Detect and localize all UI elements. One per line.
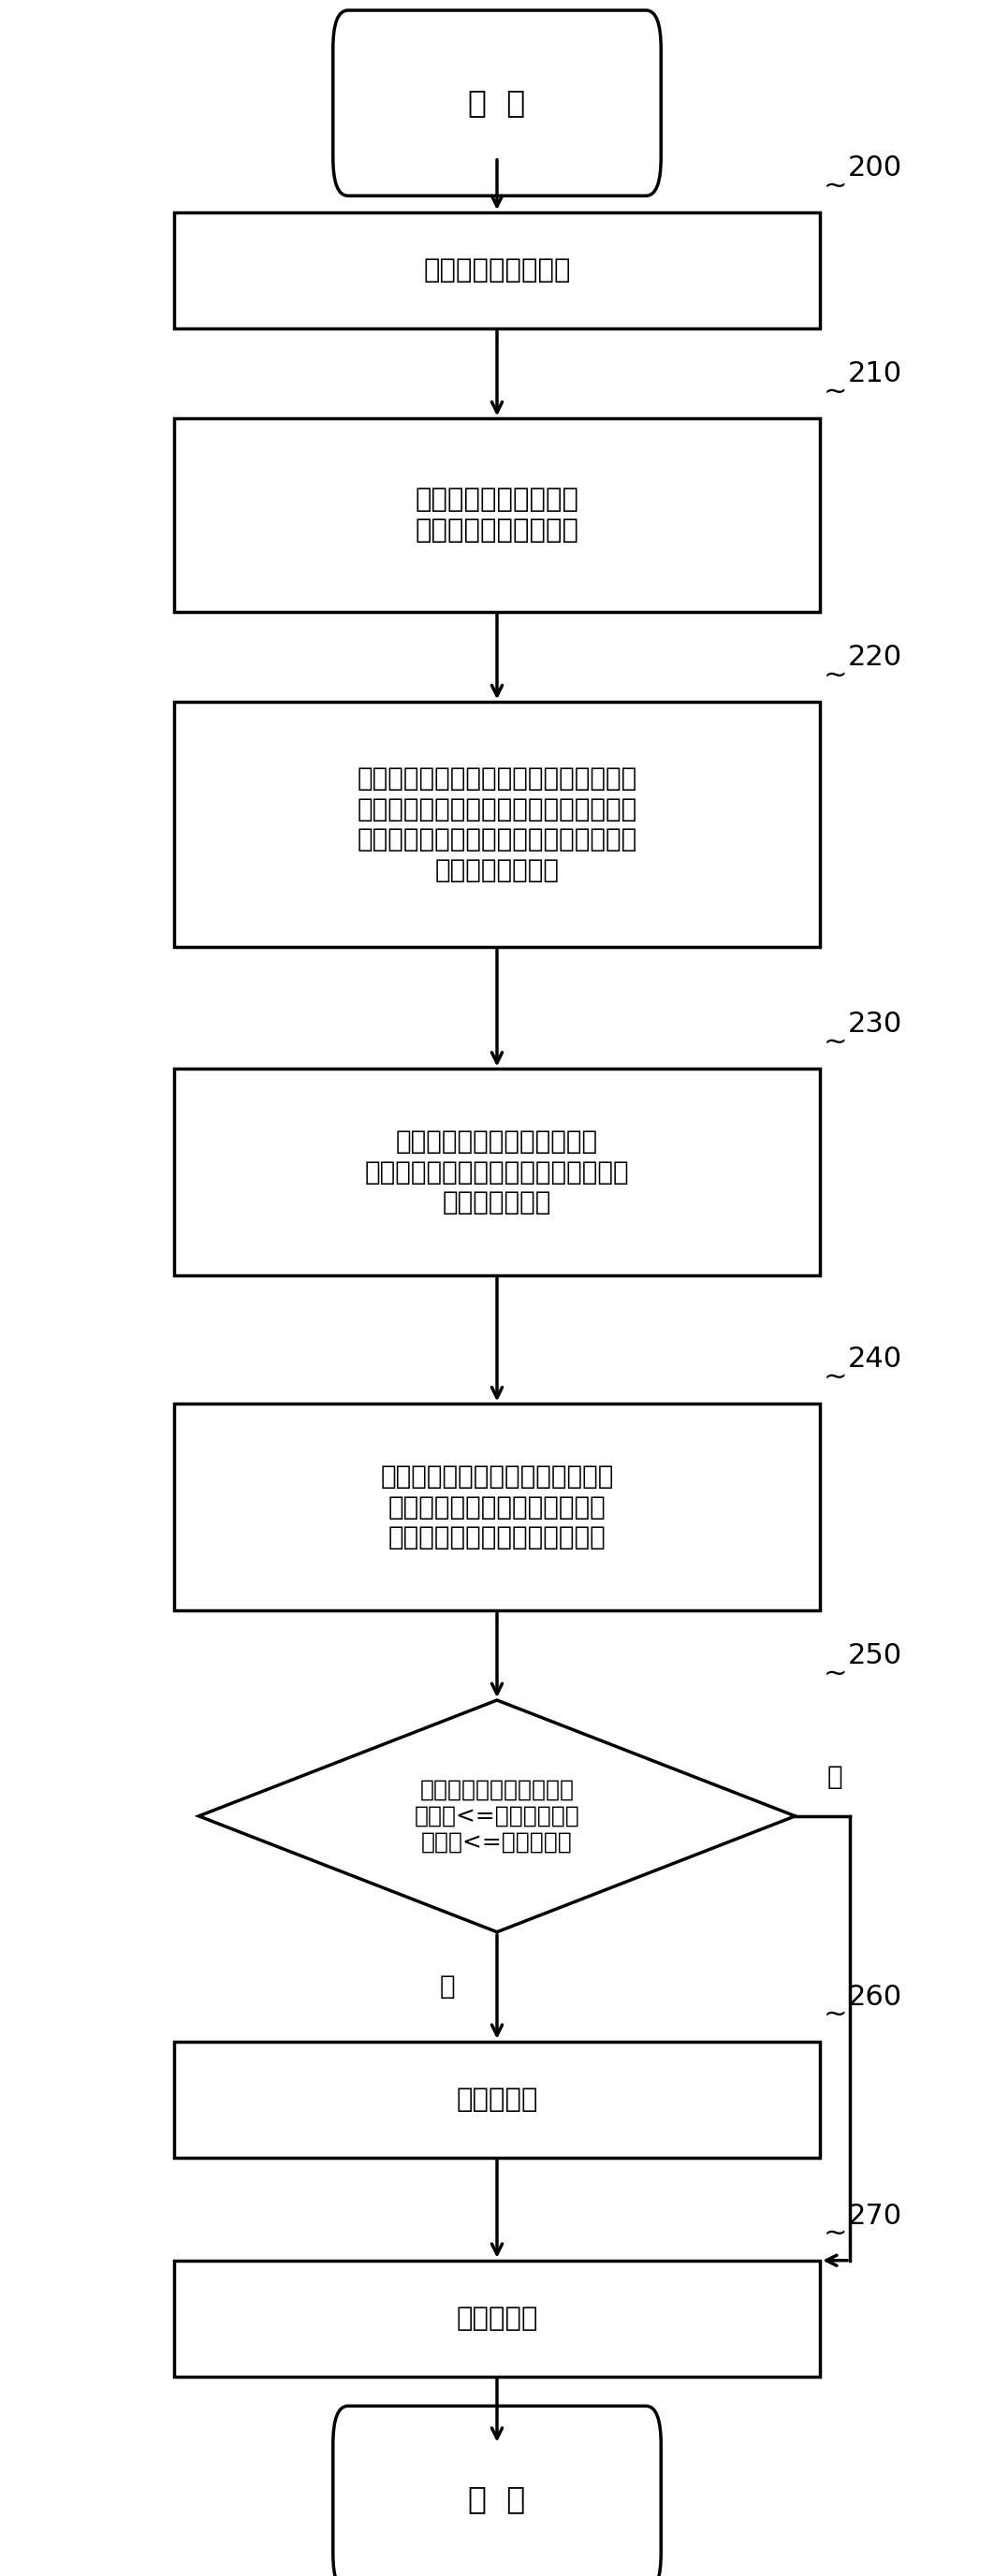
Text: 240: 240: [848, 1345, 902, 1373]
FancyBboxPatch shape: [174, 417, 820, 611]
Text: 210: 210: [848, 361, 902, 386]
FancyBboxPatch shape: [174, 701, 820, 945]
Text: 260: 260: [848, 1984, 902, 2009]
Text: 收校准正常: 收校准正常: [456, 2087, 538, 2112]
Text: 结  束: 结 束: [468, 2483, 526, 2514]
Text: ~: ~: [823, 173, 847, 201]
FancyBboxPatch shape: [174, 2262, 820, 2375]
Text: 根据各个射频接收通道的幅相特性
参数，计算各个射频接收通道和
基准通道之间的幅度差和相位差: 根据各个射频接收通道的幅相特性 参数，计算各个射频接收通道和 基准通道之间的幅度…: [381, 1463, 613, 1551]
Text: 根据各个射频接收通道的信道
估计结果，分别提取各个射频接收信道
的幅相特性参数: 根据各个射频接收通道的信道 估计结果，分别提取各个射频接收信道 的幅相特性参数: [365, 1128, 629, 1216]
FancyBboxPatch shape: [174, 1404, 820, 1610]
Text: 220: 220: [848, 644, 902, 670]
Text: 230: 230: [848, 1010, 902, 1038]
Text: 所有射频接收通道满足：
相位差<=相位门限以及
幅度差<=幅度门限？: 所有射频接收通道满足： 相位差<=相位门限以及 幅度差<=幅度门限？: [414, 1780, 580, 1852]
FancyBboxPatch shape: [174, 2040, 820, 2159]
Text: ~: ~: [823, 1363, 847, 1391]
FancyBboxPatch shape: [333, 10, 661, 196]
Text: ~: ~: [823, 662, 847, 688]
Text: 250: 250: [848, 1641, 902, 1669]
FancyBboxPatch shape: [174, 211, 820, 327]
Text: 否: 否: [827, 1765, 843, 1790]
Text: 200: 200: [848, 155, 902, 180]
FancyBboxPatch shape: [333, 2406, 661, 2576]
Text: ~: ~: [823, 1659, 847, 1687]
Text: ~: ~: [823, 379, 847, 404]
Text: 在指定的时频位置通过
校准通道发送检测信号: 在指定的时频位置通过 校准通道发送检测信号: [415, 487, 579, 544]
FancyBboxPatch shape: [174, 1069, 820, 1275]
Text: ~: ~: [823, 2221, 847, 2246]
Text: 收校准异常: 收校准异常: [456, 2306, 538, 2331]
Text: 270: 270: [848, 2202, 902, 2228]
Text: ~: ~: [823, 2002, 847, 2030]
Text: ~: ~: [823, 1028, 847, 1056]
Polygon shape: [199, 1700, 795, 1932]
Text: 是: 是: [439, 1973, 455, 1999]
Text: 通过每个阵列天线中的射频接收通道接收
检测信号，并分别采用每一个射频接收通
道接收的检测信号进行信道估计，获得相
应的信道估计结果: 通过每个阵列天线中的射频接收通道接收 检测信号，并分别采用每一个射频接收通 道接…: [357, 765, 637, 884]
Text: 完成收校准处理流程: 完成收校准处理流程: [423, 258, 571, 283]
Text: 开  始: 开 始: [468, 88, 526, 118]
